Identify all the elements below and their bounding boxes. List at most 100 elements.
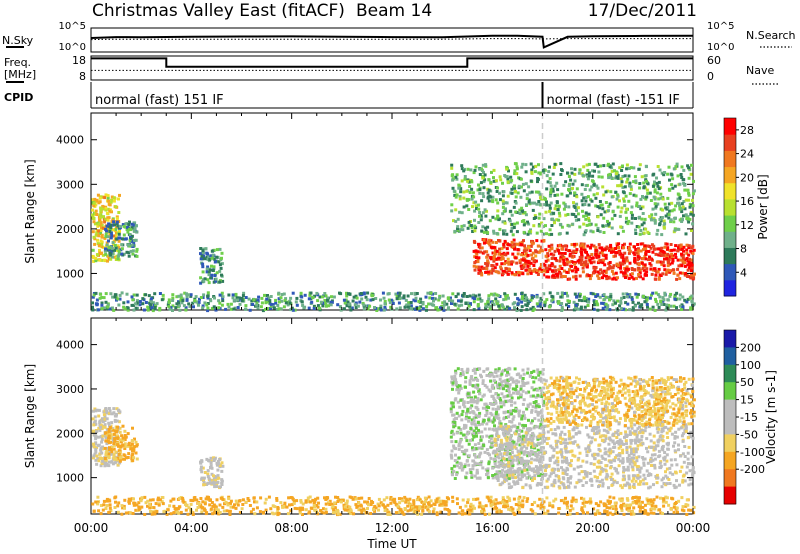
- echo-cell: [539, 296, 543, 300]
- echo-cell: [690, 294, 694, 298]
- echo-cell: [517, 473, 521, 477]
- echo-cell: [470, 396, 473, 400]
- echo-cell: [107, 246, 111, 250]
- noise-tick-top-right: 10^5: [707, 21, 734, 32]
- echo-cell: [553, 162, 557, 166]
- echo-cell: [497, 304, 501, 308]
- echo-cell: [92, 220, 96, 224]
- echo-cell: [674, 252, 677, 256]
- echo-cell: [205, 270, 209, 274]
- echo-cell: [641, 506, 645, 509]
- echo-cell: [147, 294, 151, 298]
- echo-cell: [584, 196, 588, 199]
- echo-cell: [582, 245, 586, 249]
- echo-cell: [474, 226, 478, 230]
- echo-cell: [517, 396, 520, 400]
- echo-cell: [594, 196, 598, 200]
- echo-cell: [598, 246, 602, 250]
- echo-cell: [515, 309, 519, 312]
- echo-cell: [293, 506, 297, 510]
- echo-cell: [109, 200, 113, 204]
- echo-cell: [486, 367, 490, 371]
- y-tick-label: 2000: [56, 223, 84, 236]
- echo-cell: [570, 264, 574, 268]
- echo-cell: [672, 304, 676, 308]
- echo-cell: [105, 433, 109, 437]
- echo-cell: [516, 462, 520, 466]
- echo-cell: [324, 507, 328, 511]
- echo-cell: [134, 508, 138, 512]
- echo-cell: [125, 222, 129, 226]
- echo-cell: [555, 218, 559, 222]
- echo-cell: [525, 308, 529, 312]
- echo-cell: [468, 185, 472, 188]
- echo-cell: [256, 306, 260, 310]
- echo-cell: [546, 254, 550, 257]
- echo-cell: [633, 245, 636, 249]
- echo-cell: [510, 191, 514, 195]
- echo-cell: [630, 221, 634, 225]
- echo-cell: [680, 247, 684, 251]
- echo-cell: [451, 420, 455, 424]
- echo-cell: [504, 294, 508, 298]
- echo-cell: [154, 304, 158, 308]
- echo-cell: [116, 297, 120, 301]
- echo-cell: [498, 227, 502, 231]
- echo-cell: [189, 507, 192, 511]
- echo-cell: [316, 512, 320, 516]
- echo-cell: [445, 302, 449, 306]
- echo-cell: [108, 424, 111, 428]
- echo-cell: [121, 436, 125, 440]
- echo-cell: [354, 497, 358, 501]
- echo-cell: [311, 296, 315, 300]
- echo-cell: [581, 173, 585, 177]
- echo-cell: [209, 507, 213, 511]
- echo-cell: [673, 295, 677, 299]
- echo-cell: [632, 506, 636, 510]
- echo-cell: [542, 171, 546, 175]
- echo-cell: [339, 500, 343, 504]
- echo-cell: [354, 503, 358, 507]
- echo-cell: [460, 303, 464, 307]
- echo-cell: [614, 301, 617, 305]
- echo-cell: [101, 226, 105, 230]
- echo-cell: [104, 507, 108, 510]
- echo-cell: [544, 254, 548, 258]
- echo-cell: [324, 502, 328, 506]
- echo-cell: [127, 500, 131, 504]
- echo-cell: [496, 209, 500, 213]
- echo-cell: [480, 273, 484, 277]
- echo-cell: [587, 223, 591, 227]
- echo-cell: [479, 218, 483, 222]
- echo-cell: [366, 291, 370, 295]
- echo-cell: [527, 222, 531, 226]
- echo-cell: [563, 252, 567, 255]
- echo-cell: [491, 267, 495, 271]
- echo-cell: [109, 257, 113, 261]
- echo-cell: [578, 225, 582, 229]
- echo-cell: [630, 272, 634, 276]
- echo-cell: [603, 509, 607, 513]
- echo-cell: [577, 298, 581, 302]
- echo-cell: [116, 504, 120, 508]
- echo-cell: [171, 497, 175, 501]
- echo-cell: [149, 510, 152, 513]
- echo-cell: [658, 508, 662, 512]
- echo-cell: [604, 305, 608, 309]
- echo-cell: [126, 432, 130, 436]
- echo-cell: [354, 306, 358, 309]
- echo-cell: [683, 207, 687, 211]
- echo-cell: [554, 269, 558, 273]
- echo-cell: [177, 294, 181, 298]
- echo-cell: [634, 217, 637, 220]
- echo-cell: [431, 296, 434, 300]
- echo-cell: [641, 277, 645, 281]
- echo-cell: [665, 303, 669, 307]
- echo-cell: [592, 266, 596, 270]
- echo-cell: [200, 470, 204, 474]
- echo-cell: [548, 501, 552, 505]
- echo-cell: [543, 196, 547, 200]
- echo-cell: [686, 268, 690, 272]
- echo-cell: [472, 497, 475, 501]
- echo-cell: [416, 507, 420, 511]
